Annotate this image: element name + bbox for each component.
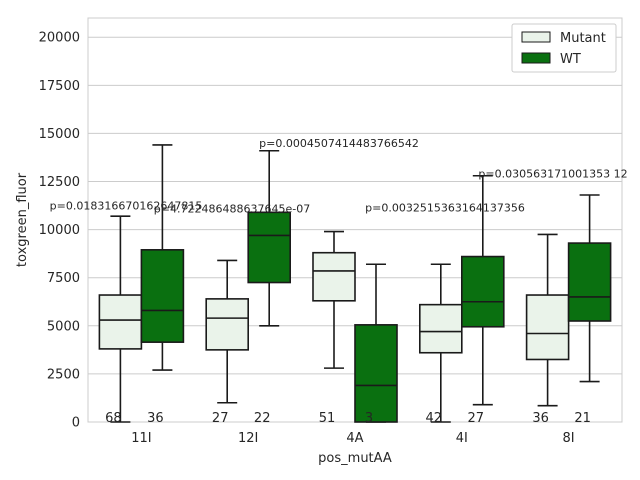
box-wt-4a: 3 — [354, 263, 398, 426]
box-mutant-8i: 36 — [525, 233, 570, 426]
legend-swatch-mutant — [521, 31, 551, 43]
annotations: p=0.018316670162647815p=4.72248648863764… — [50, 137, 628, 215]
box-iqr — [98, 294, 143, 350]
p-value-annotation: p=0.0004507414483766542 — [259, 137, 419, 150]
y-tick-labels: 0 2500 5000 7500 10000 12500 15000 17500 20000 — [39, 31, 80, 431]
y-tick-label: 15000 — [39, 127, 80, 142]
sample-count-label: 51 — [319, 411, 336, 426]
p-value-annotation: p=0.030563171001353 12 — [478, 168, 627, 181]
x-axis-label: pos_mutAA — [318, 451, 392, 466]
box-iqr — [460, 255, 505, 328]
box-mutant-4i: 42 — [418, 263, 463, 426]
y-tick-label: 17500 — [39, 79, 80, 94]
y-tick-label: 10000 — [39, 223, 80, 238]
p-value-annotation: p=0.018316670162647815 — [50, 199, 203, 212]
y-tick-label: 5000 — [47, 319, 80, 334]
box-iqr — [354, 324, 398, 423]
sample-count-label: 42 — [426, 411, 443, 426]
box-mutant-4a: 51 — [312, 230, 356, 426]
box-groups: 68 27 51 42 36 36 22 3 27 21 — [98, 144, 612, 426]
sample-count-label: 3 — [365, 411, 373, 426]
box-iqr — [567, 242, 612, 322]
y-tick-label: 7500 — [47, 271, 80, 286]
box-wt-8i: 21 — [567, 194, 612, 426]
sample-count-label: 36 — [147, 411, 164, 426]
legend-label-wt: WT — [560, 52, 581, 67]
box-iqr — [205, 298, 249, 351]
sample-count-label: 36 — [532, 411, 549, 426]
legend: Mutant WT — [511, 23, 617, 73]
box-wt-4i: 27 — [460, 174, 505, 426]
box-wt-12i: 22 — [247, 149, 291, 426]
box-iqr — [525, 294, 570, 361]
x-tick-label: 4I — [456, 431, 468, 446]
box-iqr — [140, 249, 185, 343]
x-tick-label: 8I — [563, 431, 575, 446]
box-mutant-12i: 27 — [205, 259, 249, 426]
x-tick-labels: 11I 12I 4A 4I 8I — [131, 431, 574, 446]
box-mutant-11i: 68 — [98, 215, 143, 426]
x-tick-label: 12I — [238, 431, 258, 446]
sample-count-label: 27 — [212, 411, 229, 426]
box-iqr — [247, 211, 291, 284]
legend-label-mutant: Mutant — [560, 31, 606, 46]
sample-count-label: 22 — [254, 411, 271, 426]
y-tick-label: 2500 — [47, 367, 80, 382]
sample-count-label: 21 — [574, 411, 591, 426]
p-value-annotation: p=0.0032515363164137356 — [365, 201, 525, 214]
y-axis-label: toxgreen_fluor — [15, 172, 30, 267]
legend-swatch-wt — [521, 52, 551, 64]
y-tick-label: 12500 — [39, 175, 80, 190]
box-iqr — [418, 303, 463, 354]
box-iqr — [312, 251, 356, 302]
sample-count-label: 68 — [105, 411, 122, 426]
x-tick-label: 11I — [131, 431, 151, 446]
sample-count-label: 27 — [468, 411, 485, 426]
box-wt-11i: 36 — [140, 144, 185, 426]
y-tick-label: 0 — [72, 416, 80, 431]
x-tick-label: 4A — [346, 431, 363, 446]
y-tick-label: 20000 — [39, 31, 80, 46]
p-value-annotation: p=4.722486488637645e-07 — [154, 202, 310, 215]
